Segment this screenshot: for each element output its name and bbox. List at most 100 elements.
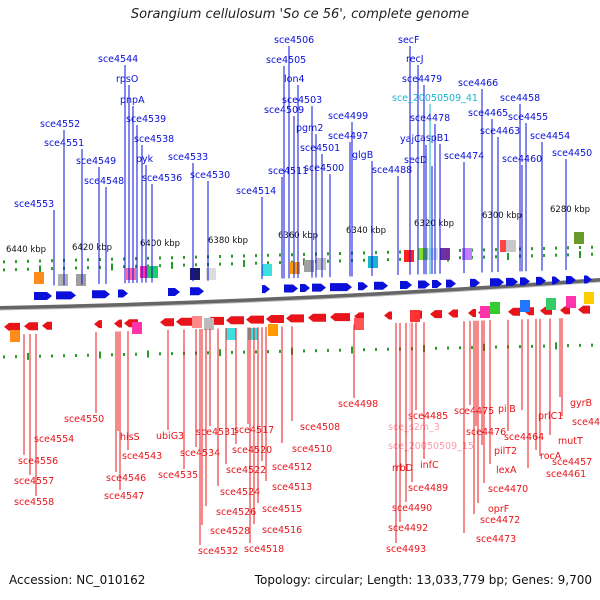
forward-gene-arrow xyxy=(400,281,412,289)
gene-label: pyk xyxy=(136,154,154,165)
gene-label: sce4558 xyxy=(14,497,54,508)
gene-label: sce4464 xyxy=(504,432,544,443)
forward-gene-arrow xyxy=(92,290,110,299)
gene-label: sce4489 xyxy=(408,483,448,494)
gene-label: infC xyxy=(420,460,439,471)
feature-box xyxy=(248,328,258,340)
gene-label: mutT xyxy=(558,436,583,447)
gene-label: sce4500 xyxy=(304,163,344,174)
gene-label: sce4454 xyxy=(530,131,570,142)
gene-label: sce4509 xyxy=(264,105,304,116)
feature-box xyxy=(226,328,236,340)
gene-label: sce4550 xyxy=(64,414,104,425)
gene-label: sce4526 xyxy=(216,507,256,518)
gene-label: sce4506 xyxy=(274,35,314,46)
reverse-gene-arrow xyxy=(384,311,392,320)
gene-label: sce4547 xyxy=(104,491,144,502)
forward-gene-arrow xyxy=(566,276,576,285)
gene-label: sce4544 xyxy=(98,54,138,65)
forward-gene-arrow xyxy=(284,284,298,293)
gene-label: oprF xyxy=(488,504,509,515)
gene-label: secF xyxy=(398,35,419,46)
forward-gene-arrow xyxy=(446,279,456,288)
reverse-gene-arrow xyxy=(246,315,264,324)
gene-label: sce4524 xyxy=(220,487,260,498)
reverse-gene-arrow xyxy=(468,308,476,317)
feature-box xyxy=(418,248,428,260)
feature-box xyxy=(126,268,136,280)
feature-box xyxy=(290,262,300,274)
feature-box xyxy=(574,232,584,244)
feature-box xyxy=(262,264,272,276)
reverse-gene-arrow xyxy=(114,319,122,328)
reverse-gene-arrow xyxy=(226,316,244,325)
ruler-label: 6440 kbp xyxy=(6,245,46,255)
gene-label: sce4543 xyxy=(122,451,162,462)
forward-gene-arrow xyxy=(190,287,204,296)
gene-label: sce4498 xyxy=(338,399,378,410)
gene-label: pgm2 xyxy=(296,123,323,134)
gene-label: sce4501 xyxy=(300,143,340,154)
gene-label: sce4533 xyxy=(168,152,208,163)
reverse-gene-arrow xyxy=(24,322,38,331)
reverse-gene-arrow xyxy=(448,309,458,318)
gene-label: lon4 xyxy=(284,74,305,85)
feature-box xyxy=(132,322,142,334)
feature-box xyxy=(304,260,314,272)
gene-label: sce4472 xyxy=(480,515,520,526)
ruler-label: 6400 kbp xyxy=(140,239,180,249)
feature-box xyxy=(500,240,510,252)
forward-gene-arrow xyxy=(34,291,52,300)
reverse-gene-arrow xyxy=(266,315,284,324)
gene-label: sce_20050509_15 xyxy=(388,441,474,452)
feature-box xyxy=(506,240,516,252)
gene-label: sce4546 xyxy=(106,473,146,484)
feature-box xyxy=(58,274,68,286)
forward-gene-arrow xyxy=(536,276,546,285)
gene-label: sce_s2m_3 xyxy=(388,422,440,433)
gene-label: prlC1 xyxy=(538,411,563,422)
gene-label: sce4508 xyxy=(300,422,340,433)
feature-box xyxy=(566,296,576,308)
gene-label: recJ xyxy=(406,54,424,65)
gene-label: sce4557 xyxy=(14,476,54,487)
reverse-gene-arrow xyxy=(4,322,20,331)
gene-label: sce4453 xyxy=(572,417,600,428)
reverse-gene-arrow xyxy=(94,320,102,329)
feature-box xyxy=(428,248,438,260)
feature-box xyxy=(480,306,490,318)
gene-label: sce4455 xyxy=(508,112,548,123)
gene-label: rpsO xyxy=(116,74,138,85)
gene-label: sce4551 xyxy=(44,138,84,149)
gene-label: sce4478 xyxy=(410,113,450,124)
gene-label: sce4490 xyxy=(392,503,432,514)
gene-label: sce4513 xyxy=(272,482,312,493)
feature-box xyxy=(190,268,200,280)
forward-gene-arrow xyxy=(312,283,326,292)
gene-label: sce4474 xyxy=(444,151,484,162)
forward-gene-arrow xyxy=(262,285,270,294)
map-title: Sorangium cellulosum 'So ce 56', complet… xyxy=(130,7,470,22)
gene-label: gyrB xyxy=(570,398,592,409)
gene-label: sce4520 xyxy=(232,445,272,456)
gene-label: sce4553 xyxy=(14,199,54,210)
ruler-label: 6340 kbp xyxy=(346,226,386,236)
gene-label: sce4505 xyxy=(266,55,306,66)
gene-label: sce4457 xyxy=(552,457,592,468)
feature-box xyxy=(316,258,326,270)
feature-box xyxy=(410,310,420,322)
gene-label: sce4515 xyxy=(262,504,302,515)
feature-box xyxy=(34,272,44,284)
gene-label: rrbD xyxy=(392,463,413,474)
gene-label: sce4492 xyxy=(388,523,428,534)
forward-gene-arrow xyxy=(520,277,530,286)
gene-label: sce4476 xyxy=(466,427,506,438)
forward-gene-arrow xyxy=(330,283,352,292)
gene-label: sce4536 xyxy=(142,173,182,184)
gene-label: sce4518 xyxy=(244,544,284,555)
reverse-gene-arrow xyxy=(160,318,174,327)
gene-label: sce4556 xyxy=(18,456,58,467)
gene-label: sce4450 xyxy=(552,148,592,159)
gene-label: sce4499 xyxy=(328,111,368,122)
gene-label: sce_20050509_41 xyxy=(392,93,478,104)
